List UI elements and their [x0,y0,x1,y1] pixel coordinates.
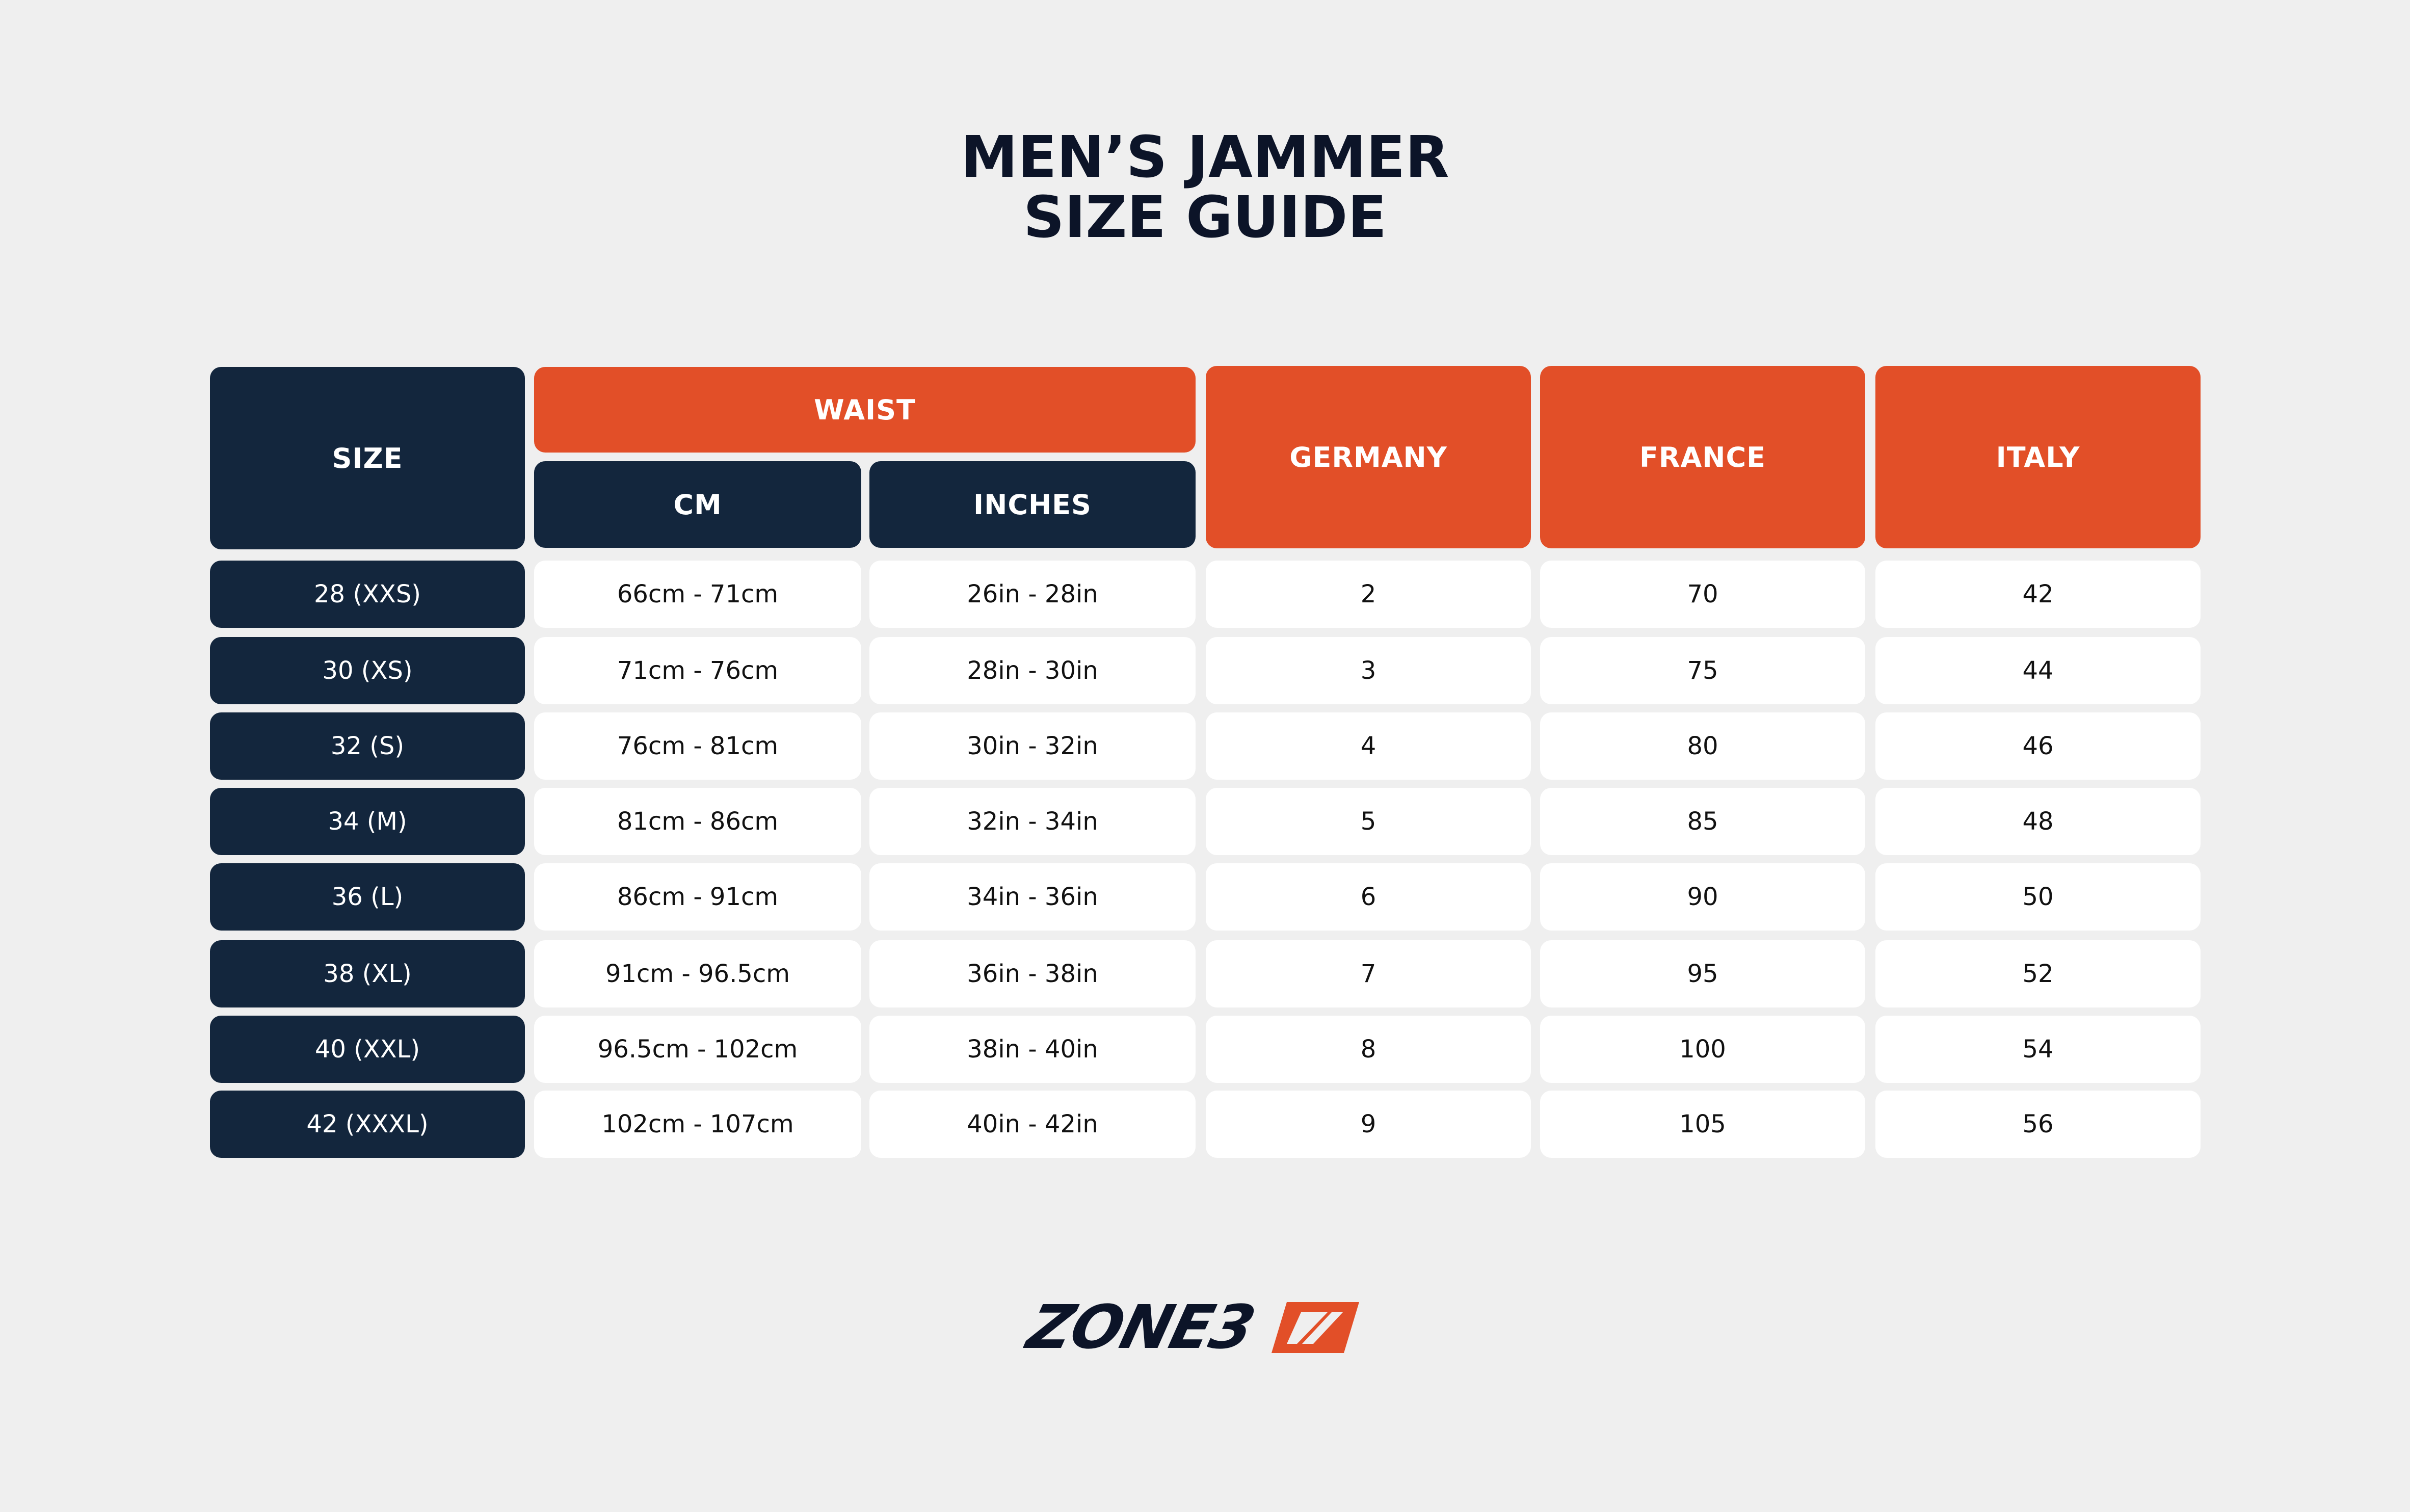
germany-cell: 3 [1206,637,1531,704]
size-cell: 40 (XXL) [210,1016,525,1083]
cm-cell: 71cm - 76cm [534,637,861,704]
germany-cell: 2 [1206,561,1531,628]
italy-cell: 42 [1875,561,2201,628]
header-cm: CM [534,461,861,548]
germany-cell: 7 [1206,940,1531,1007]
cm-cell: 96.5cm - 102cm [534,1016,861,1083]
size-cell: 34 (M) [210,788,525,855]
italy-cell: 50 [1875,863,2201,931]
germany-cell: 8 [1206,1016,1531,1083]
header-italy: ITALY [1875,366,2201,548]
logo-stripe-icon [1272,1302,1359,1353]
size-cell: 36 (L) [210,863,525,931]
italy-cell: 56 [1875,1091,2201,1158]
italy-cell: 44 [1875,637,2201,704]
inches-cell: 36in - 38in [869,940,1196,1007]
france-cell: 100 [1540,1016,1865,1083]
france-cell: 80 [1540,712,1865,780]
inches-cell: 28in - 30in [869,637,1196,704]
logo-wordmark: ZONE3 [1022,1297,1261,1358]
header-size: SIZE [210,367,525,549]
page-title: MEN’S JAMMER SIZE GUIDE [0,127,2410,248]
cm-cell: 86cm - 91cm [534,863,861,931]
header-germany: GERMANY [1206,366,1531,548]
germany-cell: 6 [1206,863,1531,931]
cm-cell: 81cm - 86cm [534,788,861,855]
inches-cell: 34in - 36in [869,863,1196,931]
italy-cell: 48 [1875,788,2201,855]
germany-cell: 4 [1206,712,1531,780]
size-cell: 30 (XS) [210,637,525,704]
italy-cell: 46 [1875,712,2201,780]
size-cell: 42 (XXXL) [210,1091,525,1158]
cm-cell: 76cm - 81cm [534,712,861,780]
inches-cell: 40in - 42in [869,1091,1196,1158]
inches-cell: 26in - 28in [869,561,1196,628]
zone3-logo: ZONE3 [1019,1293,1368,1363]
france-cell: 95 [1540,940,1865,1007]
italy-cell: 54 [1875,1016,2201,1083]
size-cell: 38 (XL) [210,940,525,1007]
inches-cell: 32in - 34in [869,788,1196,855]
title-line-2: SIZE GUIDE [1023,184,1387,251]
france-cell: 70 [1540,561,1865,628]
germany-cell: 5 [1206,788,1531,855]
size-cell: 28 (XXS) [210,561,525,628]
france-cell: 85 [1540,788,1865,855]
france-cell: 90 [1540,863,1865,931]
header-inches: INCHES [869,461,1196,548]
header-france: FRANCE [1540,366,1865,548]
italy-cell: 52 [1875,940,2201,1007]
title-line-1: MEN’S JAMMER [961,124,1449,191]
france-cell: 75 [1540,637,1865,704]
france-cell: 105 [1540,1091,1865,1158]
header-waist: WAIST [534,367,1196,453]
size-cell: 32 (S) [210,712,525,780]
cm-cell: 66cm - 71cm [534,561,861,628]
cm-cell: 91cm - 96.5cm [534,940,861,1007]
zone3-logo-graphic: ZONE3 [1019,1293,1359,1363]
inches-cell: 30in - 32in [869,712,1196,780]
cm-cell: 102cm - 107cm [534,1091,861,1158]
germany-cell: 9 [1206,1091,1531,1158]
inches-cell: 38in - 40in [869,1016,1196,1083]
